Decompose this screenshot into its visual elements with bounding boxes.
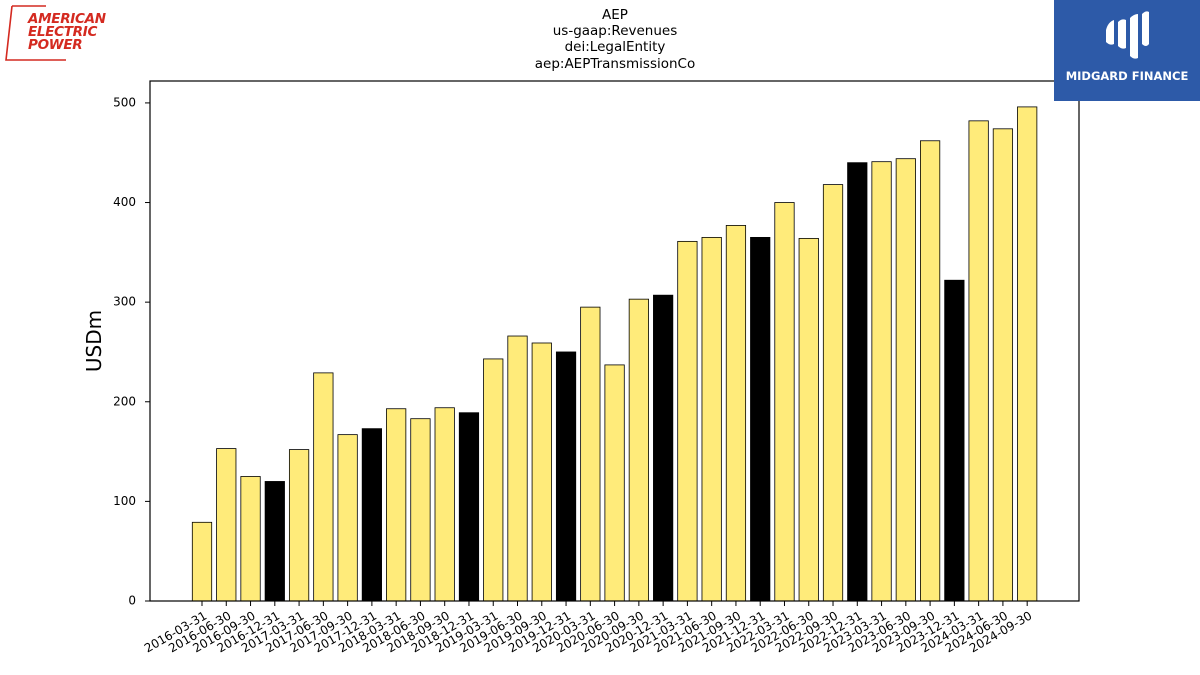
bar-2018-03-31 (386, 408, 407, 602)
bar-2020-12-31 (653, 294, 674, 602)
y-tick-label: 100 (113, 494, 136, 508)
bar-2016-12-31 (264, 481, 285, 602)
bar-2023-06-30 (895, 158, 916, 602)
y-tick-label: 0 (128, 594, 136, 608)
title-line-4: aep:AEPTransmissionCo (534, 56, 696, 72)
bar-2017-09-30 (337, 434, 358, 602)
bar-2017-03-31 (288, 449, 310, 602)
bar-2019-12-31 (555, 351, 577, 602)
y-tick-label: 200 (113, 394, 136, 408)
y-axis: 0 100 200 300 400 500 (113, 95, 150, 608)
title-line-1: AEP (602, 7, 628, 23)
bar-2020-09-30 (628, 298, 649, 602)
bar-2016-03-31 (191, 521, 213, 602)
aep-logo: AMERICAN ELECTRIC POWER (4, 4, 120, 62)
midgard-finance-logo: MIDGARD FINANCE (1054, 0, 1200, 101)
bar-2024-09-30 (1017, 106, 1038, 602)
x-axis: 2016-03-312016-06-302016-09-302016-12-31… (142, 601, 1034, 656)
bar-2020-03-31 (580, 306, 601, 602)
y-tick-label: 500 (113, 95, 136, 109)
bar-2019-06-30 (507, 335, 528, 602)
aep-logo-frame-icon (5, 5, 66, 61)
bar-2023-09-30 (920, 140, 941, 602)
title-line-3: dei:LegalEntity (564, 39, 666, 55)
bar-2024-06-30 (992, 128, 1014, 602)
midgard-finance-name: MIDGARD FINANCE (1065, 69, 1189, 83)
y-tick-label: 400 (113, 195, 136, 209)
bar-2021-09-30 (725, 225, 747, 602)
bar-2022-06-30 (798, 237, 819, 602)
title-line-2: us-gaap:Revenues (552, 23, 678, 39)
bar-2021-06-30 (701, 236, 722, 602)
y-tick-label: 300 (113, 295, 136, 309)
bar-2016-06-30 (216, 448, 237, 602)
bar-2023-12-31 (944, 279, 965, 602)
aep-logo-line-2: ELECTRIC (28, 24, 98, 40)
bar-2023-03-31 (871, 161, 892, 602)
bar-2021-12-31 (750, 236, 771, 602)
bar-2021-03-31 (677, 240, 698, 602)
bar-2020-06-30 (604, 364, 625, 602)
bar-2017-12-31 (361, 428, 382, 602)
bar-2017-06-30 (313, 372, 334, 602)
aep-logo-line-3: POWER (28, 37, 83, 53)
bar-2019-09-30 (531, 342, 552, 602)
midgard-mark-icon (1106, 11, 1149, 59)
bar-2022-12-31 (847, 162, 868, 602)
bar-2022-09-30 (822, 184, 844, 602)
bar-2018-06-30 (410, 418, 431, 602)
bar-2019-03-31 (483, 358, 504, 602)
y-axis-label: USDm (82, 310, 106, 372)
bar-2016-09-30 (240, 476, 261, 602)
bar-2022-03-31 (774, 202, 795, 602)
bar-2018-12-31 (458, 412, 480, 602)
aep-logo-line-1: AMERICAN (28, 11, 106, 27)
bar-2018-09-30 (434, 407, 455, 602)
bar-2024-03-31 (968, 120, 989, 602)
bars-group (191, 106, 1038, 602)
